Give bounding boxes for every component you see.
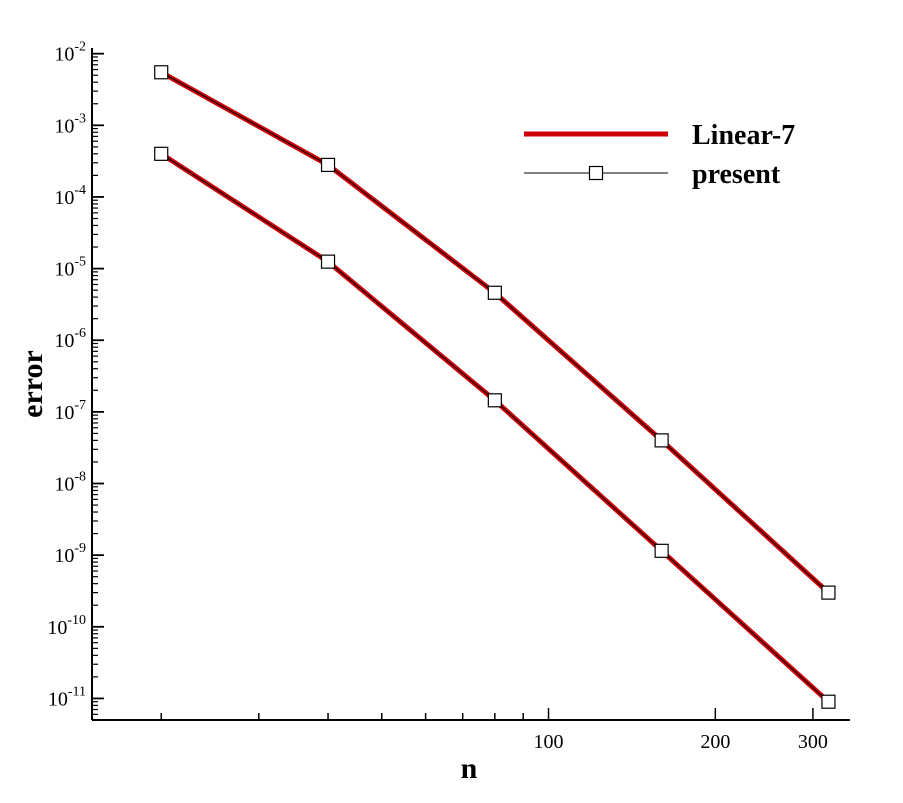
x-tick-label: 300 — [798, 731, 828, 753]
present-marker-upper — [654, 433, 669, 448]
present-marker-lower — [487, 393, 502, 408]
y-tick-label: 10-7 — [54, 398, 86, 424]
y-tick-label: 10-6 — [54, 326, 86, 352]
present-marker-upper — [487, 285, 502, 300]
legend-present-label: present — [692, 159, 781, 190]
x-axis-label: n — [461, 752, 478, 785]
x-tick-label: 100 — [534, 731, 564, 753]
legend-linear7-label: Linear-7 — [692, 120, 795, 151]
tick-labels: 100 200 300 10-2 10-3 10-4 10-5 10-6 10-7 10-8 10-… — [47, 40, 828, 753]
y-tick-label: 10-10 — [47, 613, 86, 639]
present-marker-upper — [821, 585, 836, 600]
marker-layer — [154, 65, 836, 709]
linear7-line-lower — [159, 151, 831, 704]
present-marker-upper — [320, 157, 336, 173]
present-marker-lower — [154, 146, 169, 161]
present-marker-lower — [654, 543, 669, 558]
y-tick-label: 10-4 — [54, 183, 86, 209]
y-tick-label: 10-2 — [54, 40, 86, 66]
y-tick-label: 10-5 — [54, 255, 86, 281]
legend: Linear-7 present — [524, 120, 795, 190]
x-tick-label: 200 — [700, 731, 730, 753]
present-line-lower — [160, 153, 829, 703]
y-axis-label: error — [16, 350, 49, 418]
y-tick-label: 10-3 — [54, 111, 86, 137]
y-tick-label: 10-8 — [54, 470, 86, 496]
present-marker-upper — [154, 65, 169, 80]
present-marker-lower — [821, 694, 836, 709]
y-tick-label: 10-9 — [54, 541, 86, 567]
y-tick-label: 10-11 — [48, 684, 86, 710]
present-marker-lower — [320, 254, 336, 269]
legend-present-marker — [588, 165, 604, 181]
axes — [91, 48, 850, 721]
